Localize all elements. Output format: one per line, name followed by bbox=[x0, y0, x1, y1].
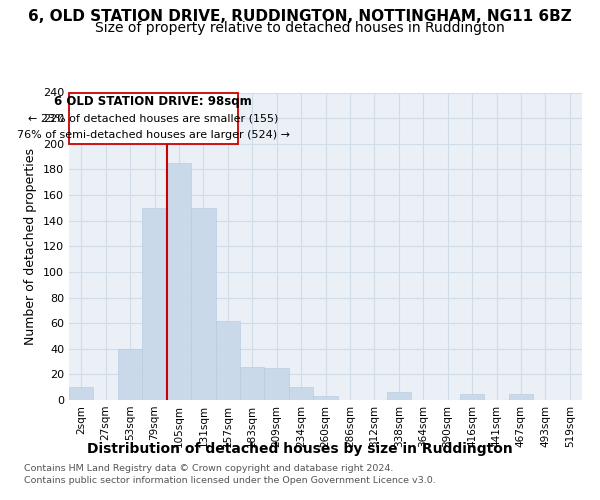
Text: Distribution of detached houses by size in Ruddington: Distribution of detached houses by size … bbox=[87, 442, 513, 456]
Text: 6, OLD STATION DRIVE, RUDDINGTON, NOTTINGHAM, NG11 6BZ: 6, OLD STATION DRIVE, RUDDINGTON, NOTTIN… bbox=[28, 9, 572, 24]
Text: ← 23% of detached houses are smaller (155): ← 23% of detached houses are smaller (15… bbox=[28, 113, 278, 123]
FancyBboxPatch shape bbox=[69, 92, 238, 144]
Bar bbox=[118, 349, 142, 400]
Bar bbox=[240, 366, 265, 400]
Text: Contains HM Land Registry data © Crown copyright and database right 2024.: Contains HM Land Registry data © Crown c… bbox=[24, 464, 394, 473]
Text: 76% of semi-detached houses are larger (524) →: 76% of semi-detached houses are larger (… bbox=[17, 130, 290, 140]
Bar bbox=[460, 394, 484, 400]
Text: Size of property relative to detached houses in Ruddington: Size of property relative to detached ho… bbox=[95, 21, 505, 35]
Bar bbox=[167, 163, 191, 400]
Bar bbox=[215, 320, 240, 400]
Y-axis label: Number of detached properties: Number of detached properties bbox=[25, 148, 37, 345]
Bar bbox=[191, 208, 215, 400]
Text: Contains public sector information licensed under the Open Government Licence v3: Contains public sector information licen… bbox=[24, 476, 436, 485]
Bar bbox=[386, 392, 411, 400]
Bar bbox=[313, 396, 338, 400]
Bar bbox=[69, 387, 94, 400]
Bar bbox=[509, 394, 533, 400]
Bar bbox=[265, 368, 289, 400]
Bar bbox=[289, 387, 313, 400]
Text: 6 OLD STATION DRIVE: 98sqm: 6 OLD STATION DRIVE: 98sqm bbox=[55, 94, 252, 108]
Bar bbox=[142, 208, 167, 400]
